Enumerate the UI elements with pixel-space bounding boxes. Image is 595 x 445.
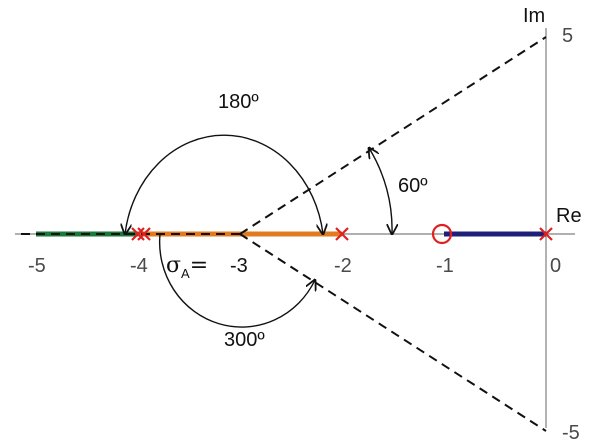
real-tick-label: -3 — [230, 255, 248, 277]
real-tick-label: -4 — [130, 255, 148, 277]
poles-zeros — [131, 223, 553, 245]
pole-marker — [539, 227, 553, 241]
imaginary-tick-top: 5 — [562, 25, 573, 47]
real-tick-label: -5 — [28, 255, 46, 277]
angle-arc-300 — [158, 233, 315, 328]
angle-arc-180 — [125, 134, 323, 234]
zero-marker — [431, 223, 453, 245]
centroid-symbol: σ — [166, 253, 181, 278]
imaginary-axis-label: Im — [523, 5, 545, 27]
real-tick-label: -1 — [436, 255, 454, 277]
centroid-label: σA= — [166, 253, 208, 281]
asymptote-60 — [239, 36, 547, 235]
angle-label-60: 60º — [398, 175, 428, 197]
pole-marker — [137, 227, 151, 241]
angle-label-180: 180º — [218, 91, 259, 113]
real-axis-ticks: -5 -4 -3 -2 -1 0 — [28, 255, 561, 277]
angle-arc-60 — [369, 148, 392, 234]
asymptote-300 — [239, 233, 547, 432]
pole-marker — [335, 227, 349, 241]
real-tick-label: 0 — [550, 255, 561, 277]
imaginary-tick-bottom: -5 — [562, 422, 580, 444]
real-axis-label: Re — [556, 205, 582, 227]
centroid-subscript: A — [181, 266, 190, 281]
centroid-equals: = — [190, 253, 208, 278]
real-tick-label: -2 — [334, 255, 352, 277]
pole-marker — [131, 227, 145, 241]
angle-label-300: 300º — [224, 329, 265, 351]
